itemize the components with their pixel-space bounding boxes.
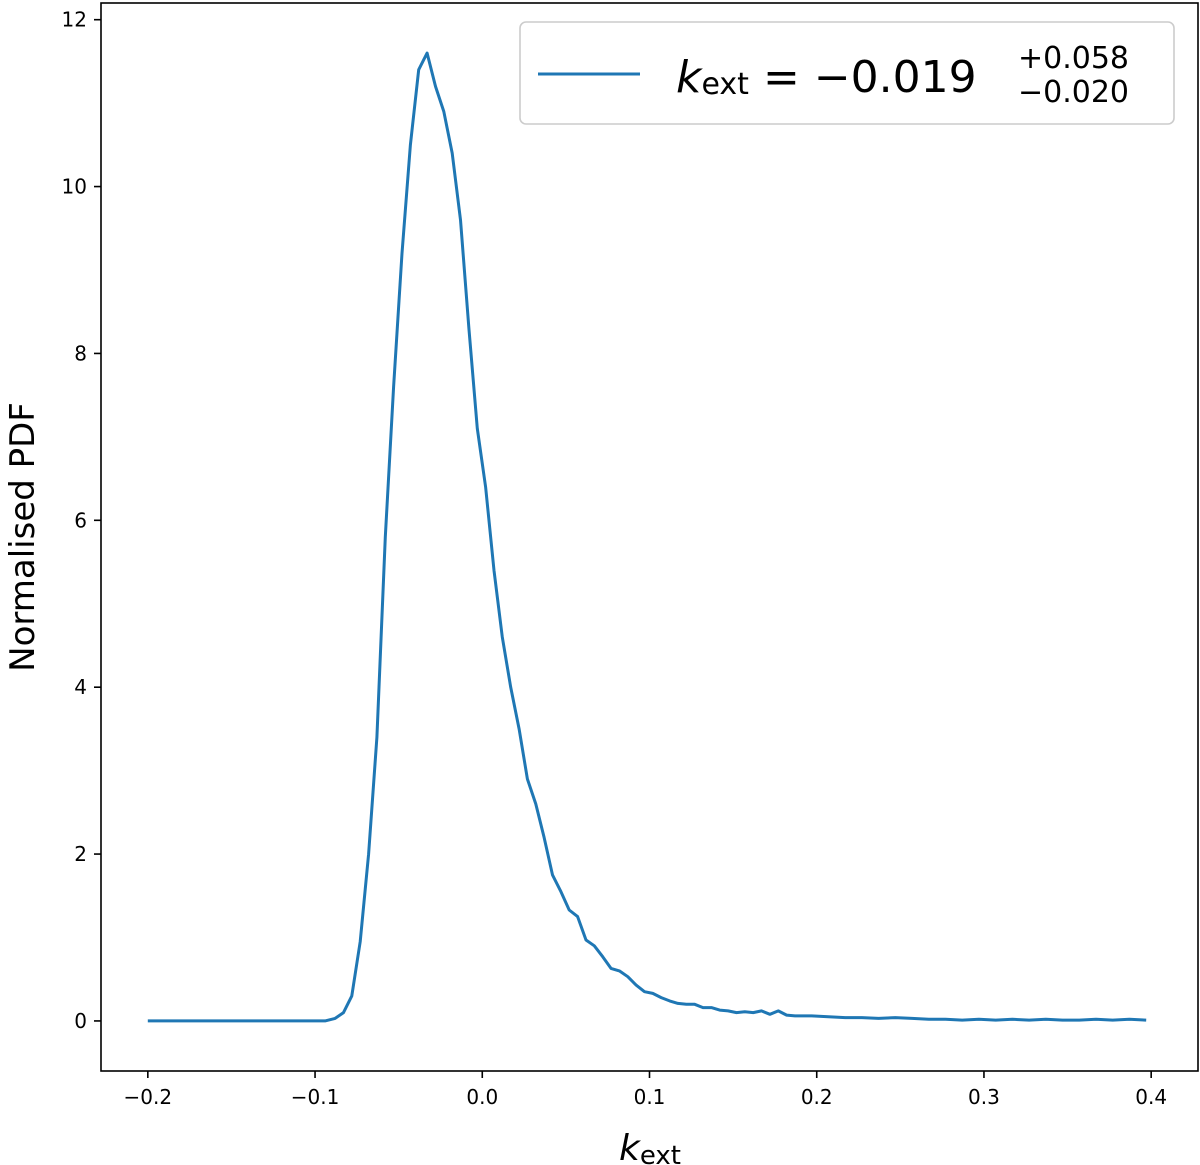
legend-equals: = bbox=[763, 52, 800, 103]
y-axis-label: Normalised PDF bbox=[3, 402, 43, 672]
legend-upper-error: +0.058 bbox=[1018, 41, 1129, 76]
x-tick-label: 0.0 bbox=[466, 1085, 498, 1109]
legend-subscript: ext bbox=[701, 67, 749, 102]
x-axis-label: kext bbox=[619, 1128, 681, 1165]
x-tick-label: −0.1 bbox=[291, 1085, 340, 1109]
legend-value: −0.019 bbox=[814, 52, 977, 103]
y-tick-label: 10 bbox=[62, 175, 87, 199]
x-tick-label: −0.2 bbox=[124, 1085, 173, 1109]
y-axis-ticks: 0 2 4 6 8 10 12 bbox=[62, 8, 101, 1033]
x-tick-label: 0.2 bbox=[801, 1085, 833, 1109]
legend: kext = −0.019 +0.058 −0.020 bbox=[519, 21, 1175, 125]
legend-box bbox=[519, 21, 1175, 125]
x-axis-label-symbol: k bbox=[619, 1128, 642, 1165]
y-tick-label: 8 bbox=[74, 341, 87, 365]
y-tick-label: 12 bbox=[62, 8, 87, 32]
x-tick-label: 0.4 bbox=[1135, 1085, 1167, 1109]
pdf-curve bbox=[147, 51, 1147, 1023]
y-tick-label: 0 bbox=[74, 1009, 87, 1033]
legend-symbol: k bbox=[676, 52, 703, 103]
legend-lower-error: −0.020 bbox=[1018, 75, 1129, 110]
x-tick-label: 0.1 bbox=[634, 1085, 666, 1109]
legend-label: kext = −0.019 bbox=[676, 52, 977, 103]
x-tick-label: 0.3 bbox=[968, 1085, 1000, 1109]
y-tick-label: 6 bbox=[74, 508, 87, 532]
plot-background bbox=[101, 3, 1198, 1071]
y-tick-label: 4 bbox=[74, 675, 87, 699]
plot-frame bbox=[100, 2, 1199, 1072]
x-axis-ticks: −0.2 −0.1 0.0 0.1 0.2 0.3 0.4 bbox=[124, 1071, 1167, 1109]
x-axis-label-subscript: ext bbox=[640, 1141, 681, 1165]
y-tick-label: 2 bbox=[74, 842, 87, 866]
